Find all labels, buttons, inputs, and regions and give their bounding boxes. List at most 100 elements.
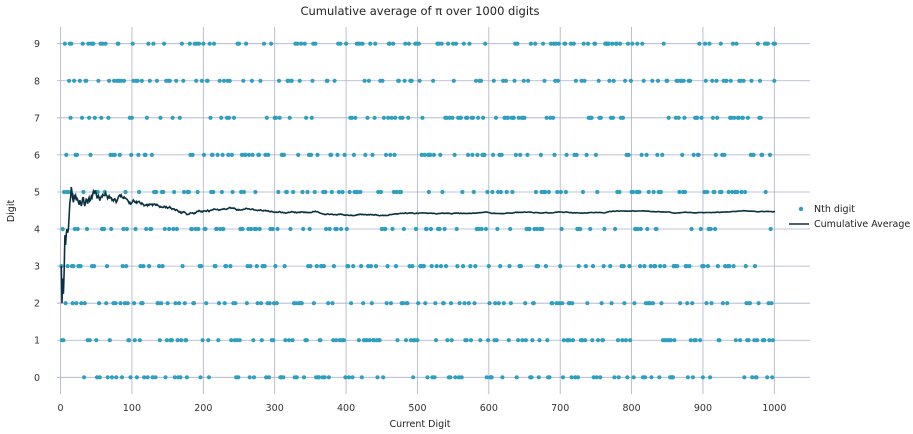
digit-point: [424, 226, 429, 232]
digit-point: [322, 375, 327, 380]
digit-point: [194, 78, 199, 83]
x-tick-label: 100: [123, 403, 141, 414]
digit-point: [324, 226, 329, 232]
digit-point: [294, 301, 299, 306]
digit-point: [380, 78, 385, 83]
digit-point: [182, 301, 187, 306]
digit-point: [71, 264, 76, 269]
digit-point: [756, 301, 761, 306]
digit-point: [467, 41, 472, 46]
digit-point: [666, 115, 671, 120]
digit-point: [690, 301, 695, 306]
digit-point: [769, 301, 774, 306]
digit-point: [432, 375, 437, 380]
digit-point: [365, 115, 370, 120]
digit-point: [395, 338, 400, 343]
digit-point: [305, 189, 310, 195]
digit-point: [274, 301, 279, 306]
nth-digit-scatter-series: [59, 41, 778, 380]
digit-point: [167, 78, 172, 83]
digit-point: [428, 226, 434, 232]
y-tick-label: 8: [34, 76, 40, 87]
digit-point: [277, 115, 282, 120]
digit-point: [611, 78, 616, 83]
digit-point: [684, 264, 689, 269]
digit-point: [288, 226, 293, 232]
digit-point: [392, 152, 397, 157]
digit-point: [159, 301, 164, 306]
digit-point: [516, 338, 521, 343]
digit-point: [498, 264, 503, 269]
digit-point: [493, 115, 499, 120]
digit-point: [620, 338, 625, 343]
digit-point: [734, 41, 739, 46]
digit-point: [735, 189, 740, 195]
digit-point: [542, 78, 547, 83]
digit-point: [145, 375, 150, 380]
digit-point: [601, 264, 606, 269]
digit-point: [598, 375, 603, 380]
digit-point: [361, 301, 366, 306]
digit-point: [481, 115, 486, 120]
x-axis-label: Current Digit: [389, 419, 450, 430]
digit-point: [84, 78, 89, 83]
digit-point: [768, 226, 773, 232]
digit-point: [247, 375, 252, 380]
digit-point: [476, 115, 481, 120]
digit-point: [431, 78, 436, 83]
digit-point: [528, 41, 534, 46]
digit-point: [104, 264, 110, 269]
digit-point: [475, 152, 480, 157]
digit-point: [609, 301, 614, 306]
digit-point: [479, 226, 484, 232]
digit-point: [79, 301, 84, 306]
digit-point: [651, 189, 656, 195]
digit-point: [410, 264, 415, 269]
digit-point: [511, 115, 516, 120]
digit-point: [631, 375, 636, 380]
digit-point: [680, 152, 685, 157]
digit-point: [117, 152, 122, 157]
digit-point: [65, 264, 70, 269]
digit-point: [662, 264, 667, 269]
digit-point: [408, 338, 414, 343]
y-tick-label: 4: [34, 225, 40, 236]
digit-point: [593, 41, 598, 46]
digit-point: [162, 41, 167, 46]
digit-point: [330, 301, 335, 306]
digit-point: [329, 189, 334, 195]
digit-point: [226, 152, 231, 157]
digit-point: [287, 115, 292, 120]
digit-point: [301, 226, 306, 232]
digit-point: [589, 115, 594, 120]
digit-point: [750, 375, 755, 380]
digit-point: [596, 78, 601, 83]
digit-point: [491, 152, 496, 157]
digit-point: [685, 301, 690, 306]
digit-point: [331, 264, 336, 269]
digit-point: [650, 78, 655, 83]
digit-point: [351, 264, 356, 269]
digit-point: [530, 338, 535, 343]
digit-point: [439, 41, 444, 46]
digit-point: [544, 115, 549, 120]
digit-point: [752, 264, 758, 269]
digit-point: [385, 264, 390, 269]
digit-point: [356, 338, 361, 343]
digit-point: [710, 78, 715, 83]
digit-point: [698, 226, 703, 232]
digit-point: [133, 226, 138, 232]
digit-point: [219, 115, 224, 120]
digit-point: [422, 152, 427, 157]
digit-point: [622, 301, 627, 306]
digit-point: [311, 301, 316, 306]
digit-point: [658, 189, 663, 195]
digit-point: [500, 375, 505, 380]
digit-point: [369, 301, 374, 306]
x-tick-label: 500: [408, 403, 426, 414]
digit-point: [548, 115, 553, 120]
digit-point: [358, 189, 363, 195]
digit-point: [258, 78, 263, 83]
digit-point: [617, 189, 622, 195]
digit-point: [690, 375, 696, 380]
